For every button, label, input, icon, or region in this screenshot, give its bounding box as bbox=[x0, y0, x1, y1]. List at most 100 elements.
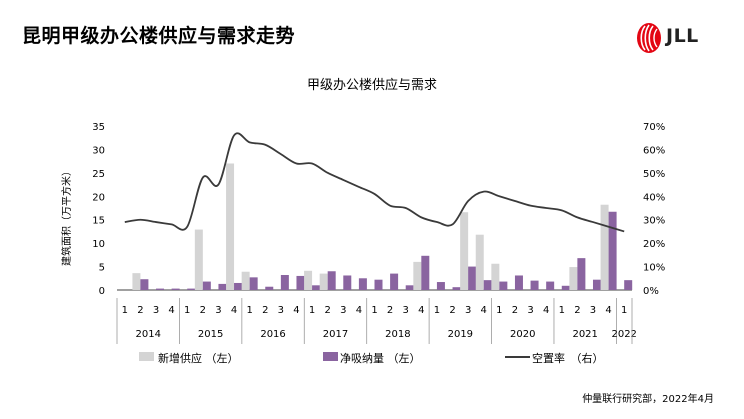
absorption-bar bbox=[421, 255, 430, 290]
x-tick-quarter: 1 bbox=[559, 305, 565, 316]
absorption-bar bbox=[546, 281, 555, 290]
absorption-bar bbox=[343, 275, 352, 290]
x-tick-quarter: 1 bbox=[496, 305, 502, 316]
absorption-bar bbox=[483, 280, 492, 290]
x-tick-quarter: 1 bbox=[184, 305, 190, 316]
x-tick-quarter: 3 bbox=[278, 305, 284, 316]
x-tick-year: 2022 bbox=[611, 329, 636, 340]
y-tick-label: 35 bbox=[92, 122, 105, 133]
x-tick-quarter: 4 bbox=[605, 305, 611, 316]
x-tick-year: 2019 bbox=[448, 329, 473, 340]
supply-bar bbox=[194, 229, 203, 290]
legend-swatch-supply bbox=[139, 352, 154, 361]
absorption-bar bbox=[468, 266, 477, 290]
x-tick-quarter: 2 bbox=[449, 305, 455, 316]
x-tick-quarter: 3 bbox=[590, 305, 596, 316]
y2-tick-label: 70% bbox=[643, 122, 665, 133]
x-tick-quarter: 1 bbox=[371, 305, 377, 316]
absorption-bar bbox=[577, 258, 586, 290]
x-tick-quarter: 4 bbox=[481, 305, 487, 316]
supply-bar bbox=[413, 261, 422, 290]
y2-tick-label: 30% bbox=[643, 216, 665, 227]
logo-text: JLL bbox=[666, 25, 699, 47]
legend-label-supply: 新增供应 （左） bbox=[158, 352, 239, 365]
x-tick-quarter: 4 bbox=[293, 305, 299, 316]
x-tick-quarter: 3 bbox=[403, 305, 409, 316]
y-tick-label: 10 bbox=[92, 239, 105, 250]
absorption-bar bbox=[436, 282, 445, 290]
chart-title: 甲级办公楼供应与需求 bbox=[306, 78, 437, 93]
legend-label-absorption: 净吸纳量 （左） bbox=[340, 352, 421, 365]
x-tick-quarter: 2 bbox=[324, 305, 330, 316]
legend-label-vacancy: 空置率 （右） bbox=[532, 352, 604, 365]
absorption-bar bbox=[608, 211, 617, 290]
absorption-bar bbox=[296, 275, 305, 290]
x-tick-quarter: 3 bbox=[215, 305, 221, 316]
y2-tick-label: 20% bbox=[643, 239, 665, 250]
y2-tick-label: 10% bbox=[643, 263, 665, 274]
y-tick-label: 5 bbox=[99, 263, 105, 274]
x-tick-quarter: 4 bbox=[356, 305, 362, 316]
absorption-bar bbox=[405, 285, 414, 290]
y2-tick-label: 60% bbox=[643, 145, 665, 156]
y2-tick-label: 40% bbox=[643, 192, 665, 203]
absorption-bar bbox=[202, 281, 211, 290]
vacancy-rate-line bbox=[124, 132, 625, 233]
x-tick-year: 2020 bbox=[510, 329, 535, 340]
x-tick-quarter: 2 bbox=[512, 305, 518, 316]
supply-bar bbox=[460, 212, 469, 290]
absorption-bar bbox=[499, 281, 508, 290]
absorption-bar bbox=[265, 286, 274, 290]
supply-bar bbox=[319, 273, 328, 290]
y-tick-label: 15 bbox=[92, 216, 105, 227]
x-tick-quarter: 4 bbox=[168, 305, 174, 316]
jll-logo: JLL bbox=[636, 22, 722, 54]
x-tick-year: 2018 bbox=[385, 329, 410, 340]
absorption-bar bbox=[234, 282, 243, 290]
x-tick-year: 2021 bbox=[572, 329, 597, 340]
x-tick-quarter: 4 bbox=[543, 305, 549, 316]
supply-bar bbox=[226, 163, 235, 290]
x-tick-quarter: 3 bbox=[527, 305, 533, 316]
absorption-bar bbox=[358, 278, 367, 290]
absorption-bar bbox=[327, 271, 336, 290]
absorption-bar bbox=[312, 285, 321, 290]
supply-bar bbox=[475, 234, 484, 290]
x-tick-quarter: 3 bbox=[465, 305, 471, 316]
absorption-bar bbox=[218, 283, 227, 290]
supply-bar bbox=[241, 271, 250, 290]
absorption-bar bbox=[171, 288, 180, 290]
absorption-bar bbox=[530, 280, 539, 290]
x-tick-quarter: 3 bbox=[153, 305, 159, 316]
x-tick-quarter: 2 bbox=[387, 305, 393, 316]
supply-bar bbox=[569, 267, 578, 290]
absorption-bar bbox=[514, 275, 523, 290]
x-tick-quarter: 1 bbox=[309, 305, 315, 316]
absorption-bar bbox=[187, 288, 196, 290]
right-axis-ticks: 0% 10% 20% 30% 40% 50% 60% 70% bbox=[643, 122, 665, 297]
x-tick-quarter: 2 bbox=[262, 305, 268, 316]
absorption-bar bbox=[452, 287, 461, 290]
y-tick-label: 30 bbox=[92, 145, 105, 156]
absorption-bar bbox=[592, 279, 601, 290]
legend-swatch-absorption bbox=[323, 352, 338, 361]
supply-bar bbox=[304, 270, 313, 290]
absorption-bar bbox=[374, 279, 383, 290]
x-tick-quarter: 4 bbox=[418, 305, 424, 316]
x-tick-quarter: 2 bbox=[200, 305, 206, 316]
y2-tick-label: 50% bbox=[643, 169, 665, 180]
page-title: 昆明甲级办公楼供应与需求走势 bbox=[22, 25, 296, 47]
y-tick-label: 20 bbox=[92, 192, 105, 203]
x-tick-quarter: 2 bbox=[137, 305, 143, 316]
supply-bar bbox=[132, 273, 141, 290]
absorption-bar bbox=[156, 288, 165, 290]
x-tick-year: 2016 bbox=[260, 329, 285, 340]
absorption-bar bbox=[624, 280, 633, 290]
y-tick-label: 25 bbox=[92, 169, 105, 180]
left-axis-ticks: 0 5 10 15 20 25 30 35 bbox=[92, 122, 105, 297]
absorption-bar bbox=[390, 273, 399, 290]
x-tick-year: 2014 bbox=[135, 329, 160, 340]
x-tick-year: 2015 bbox=[198, 329, 223, 340]
